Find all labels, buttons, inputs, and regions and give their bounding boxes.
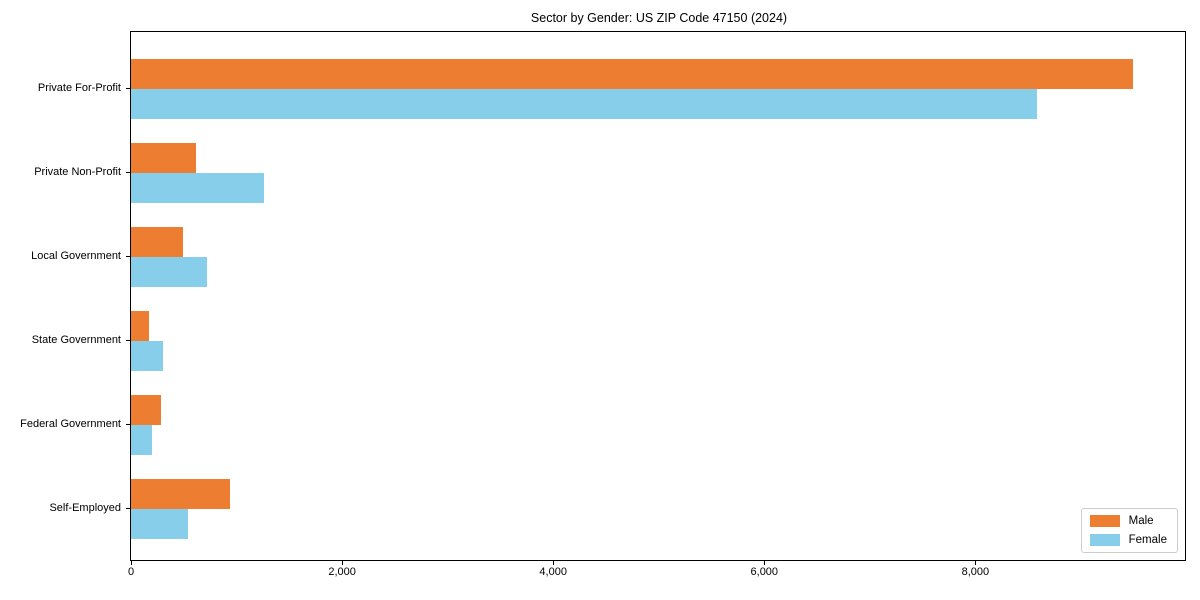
x-tick-mark — [553, 561, 555, 565]
y-tick-mark — [126, 424, 130, 425]
male-legend-swatch — [1089, 515, 1120, 527]
legend-item-male: Male — [1089, 515, 1167, 527]
female-bar — [131, 425, 152, 455]
x-tick-mark — [131, 561, 132, 565]
x-tick-mark — [975, 561, 977, 565]
x-tick-label: 0 — [127, 566, 135, 578]
y-tick-mark — [126, 256, 130, 257]
female-bar — [131, 257, 207, 287]
y-tick-label: Private For-Profit — [37, 82, 121, 94]
female-bar — [131, 173, 264, 203]
legend: Male Female — [1080, 508, 1178, 553]
y-tick-mark — [126, 88, 130, 89]
legend-label: Female — [1128, 534, 1167, 546]
y-tick-mark — [126, 172, 130, 173]
legend-item-female: Female — [1089, 534, 1167, 546]
female-bar — [131, 341, 163, 371]
y-tick-label: State Government — [31, 334, 121, 346]
plot-area: Male Female — [130, 31, 1186, 561]
x-tick-mark — [342, 561, 344, 565]
y-tick-mark — [126, 340, 130, 341]
x-tick-label: 8,000 — [961, 566, 990, 578]
x-tick-label: 6,000 — [750, 566, 779, 578]
chart-title: Sector by Gender: US ZIP Code 47150 (202… — [530, 11, 788, 25]
male-bar — [131, 227, 183, 257]
male-bar — [131, 59, 1133, 89]
x-tick-label: 2,000 — [328, 566, 356, 578]
male-bar — [131, 479, 230, 509]
female-bar — [131, 89, 1037, 119]
male-bar — [131, 311, 149, 341]
y-tick-label: Self-Employed — [49, 502, 121, 514]
y-tick-label: Federal Government — [20, 418, 121, 430]
x-tick-mark — [764, 561, 766, 565]
legend-label: Male — [1128, 515, 1154, 527]
female-bar — [131, 509, 188, 539]
y-tick-mark — [126, 508, 130, 509]
male-bar — [131, 143, 196, 173]
x-tick-label: 4,000 — [539, 566, 567, 578]
y-tick-label: Private Non-Profit — [34, 166, 121, 178]
y-tick-label: Local Government — [31, 250, 121, 262]
female-legend-swatch — [1089, 534, 1120, 546]
male-bar — [131, 395, 161, 425]
